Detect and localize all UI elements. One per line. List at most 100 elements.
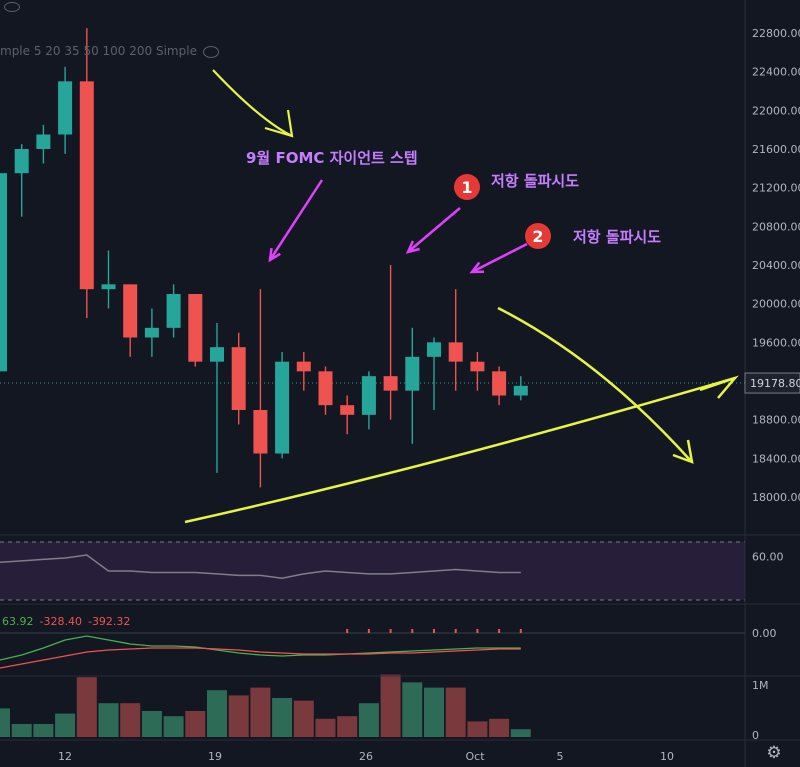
support-arrowhead xyxy=(699,375,739,399)
candle-body[interactable] xyxy=(210,347,224,362)
volume-bar[interactable] xyxy=(228,695,249,737)
candle-body[interactable] xyxy=(166,294,181,328)
date-tick-label: Oct xyxy=(465,750,485,763)
date-tick-label: 19 xyxy=(208,750,222,763)
fomc-arrow xyxy=(268,179,324,261)
fomc-arrow-head xyxy=(268,247,281,263)
price-tick-label: 20400.00 xyxy=(752,259,800,272)
annotation-layer: 9월 FOMC 자이언트 스텝 1 저항 돌파시도 2 저항 돌파시도 xyxy=(184,69,739,524)
candle-body[interactable] xyxy=(188,294,203,362)
volume-bar[interactable] xyxy=(380,674,401,737)
price-tick-label: 20800.00 xyxy=(752,220,800,233)
price-tick-label: 18000.00 xyxy=(752,491,800,504)
resistance-label-2: 저항 돌파시도 xyxy=(573,228,661,246)
volume-bar[interactable] xyxy=(489,718,510,737)
volume-bar[interactable] xyxy=(33,724,54,737)
volume-level-label: 1M xyxy=(752,679,769,692)
rsi-level-label: 60.00 xyxy=(752,551,784,564)
candle-body[interactable] xyxy=(296,361,311,372)
macd-value: 63.92 xyxy=(2,615,34,628)
volume-bar[interactable] xyxy=(337,716,358,737)
candle-body[interactable] xyxy=(14,149,29,174)
badge-1-number: 1 xyxy=(461,178,472,197)
volume-bar[interactable] xyxy=(163,716,184,737)
volume-bar[interactable] xyxy=(402,682,423,737)
volume-bar[interactable] xyxy=(250,687,271,737)
volume-bar[interactable] xyxy=(315,718,336,737)
macd-values: 63.92 -328.40 -392.32 xyxy=(2,615,136,628)
macd-line xyxy=(0,635,521,661)
volume-bar[interactable] xyxy=(185,711,206,737)
volume-bar[interactable] xyxy=(141,711,162,737)
rsi-pane[interactable] xyxy=(0,541,745,601)
price-tick-label: 18800.00 xyxy=(752,414,800,427)
candle-body[interactable] xyxy=(0,173,7,372)
downtrend-forecast-line xyxy=(497,306,691,461)
macd-pane[interactable] xyxy=(0,629,745,669)
badge-2-number: 2 xyxy=(532,227,543,246)
support-trendline xyxy=(184,376,736,524)
volume-bar[interactable] xyxy=(510,729,531,737)
hide-toggle-icon[interactable] xyxy=(4,2,20,12)
volume-bar[interactable] xyxy=(293,700,314,737)
candle-body[interactable] xyxy=(492,371,507,396)
candle-body[interactable] xyxy=(470,361,485,372)
volume-bar[interactable] xyxy=(76,677,97,737)
volume-pane[interactable] xyxy=(0,674,531,737)
candle-body[interactable] xyxy=(79,81,94,290)
candle-body[interactable] xyxy=(405,356,420,391)
signal-value: -328.40 xyxy=(39,615,82,628)
candle-body[interactable] xyxy=(231,347,246,410)
volume-bar[interactable] xyxy=(55,713,76,737)
candle-body[interactable] xyxy=(448,342,463,362)
volume-bar[interactable] xyxy=(0,708,10,737)
price-tick-label: 22000.00 xyxy=(752,104,800,117)
candle-body[interactable] xyxy=(383,376,398,391)
volume-bar[interactable] xyxy=(358,703,379,737)
price-tick-label: 22400.00 xyxy=(752,66,800,79)
volume-zero-label: 0 xyxy=(752,729,759,742)
candle-body[interactable] xyxy=(123,284,138,338)
volume-bar[interactable] xyxy=(120,703,141,737)
price-tick-label: 19600.00 xyxy=(752,336,800,349)
resistance-arrow-2-head xyxy=(469,261,485,274)
volume-bar[interactable] xyxy=(207,690,227,737)
badge-2 xyxy=(525,223,551,249)
fomc-annotation-label: 9월 FOMC 자이언트 스텝 xyxy=(246,149,418,167)
price-tick-label: 21600.00 xyxy=(752,143,800,156)
candle-body[interactable] xyxy=(253,410,268,454)
candle-body[interactable] xyxy=(361,376,376,415)
gear-icon[interactable]: ⚙ xyxy=(766,743,782,763)
badge-1 xyxy=(454,174,480,200)
candle-pane[interactable] xyxy=(0,28,745,488)
resistance-arrow-1-head xyxy=(405,240,420,254)
volume-bar[interactable] xyxy=(424,687,444,737)
histogram-value: -392.32 xyxy=(87,615,131,628)
candle-body[interactable] xyxy=(36,134,51,150)
downtrend-arrowhead xyxy=(672,439,694,464)
volume-bar[interactable] xyxy=(272,698,293,737)
candle-body[interactable] xyxy=(318,371,333,406)
candle-body[interactable] xyxy=(427,342,441,357)
candle-body[interactable] xyxy=(513,385,528,396)
volume-bar[interactable] xyxy=(445,687,466,737)
candle-body[interactable] xyxy=(275,361,290,454)
price-tick-label: 21200.00 xyxy=(752,182,800,195)
fomc-pointer-line xyxy=(212,69,293,137)
current-price-label: 19178.80 xyxy=(750,377,800,390)
ma-legend-text: mple 5 20 35 50 100 200 Simple xyxy=(0,44,197,58)
candle-body[interactable] xyxy=(340,405,355,415)
candle-body[interactable] xyxy=(58,81,73,135)
eye-icon[interactable] xyxy=(202,45,219,58)
date-tick-label: 10 xyxy=(660,750,674,763)
volume-bar[interactable] xyxy=(11,724,32,737)
candle-body[interactable] xyxy=(144,327,159,338)
candle-body[interactable] xyxy=(101,284,116,290)
price-tick-label: 22800.00 xyxy=(752,27,800,40)
resistance-arrow-1 xyxy=(407,207,461,253)
volume-bar[interactable] xyxy=(98,703,119,737)
volume-bar[interactable] xyxy=(467,721,488,737)
resistance-arrow-2 xyxy=(471,242,528,274)
